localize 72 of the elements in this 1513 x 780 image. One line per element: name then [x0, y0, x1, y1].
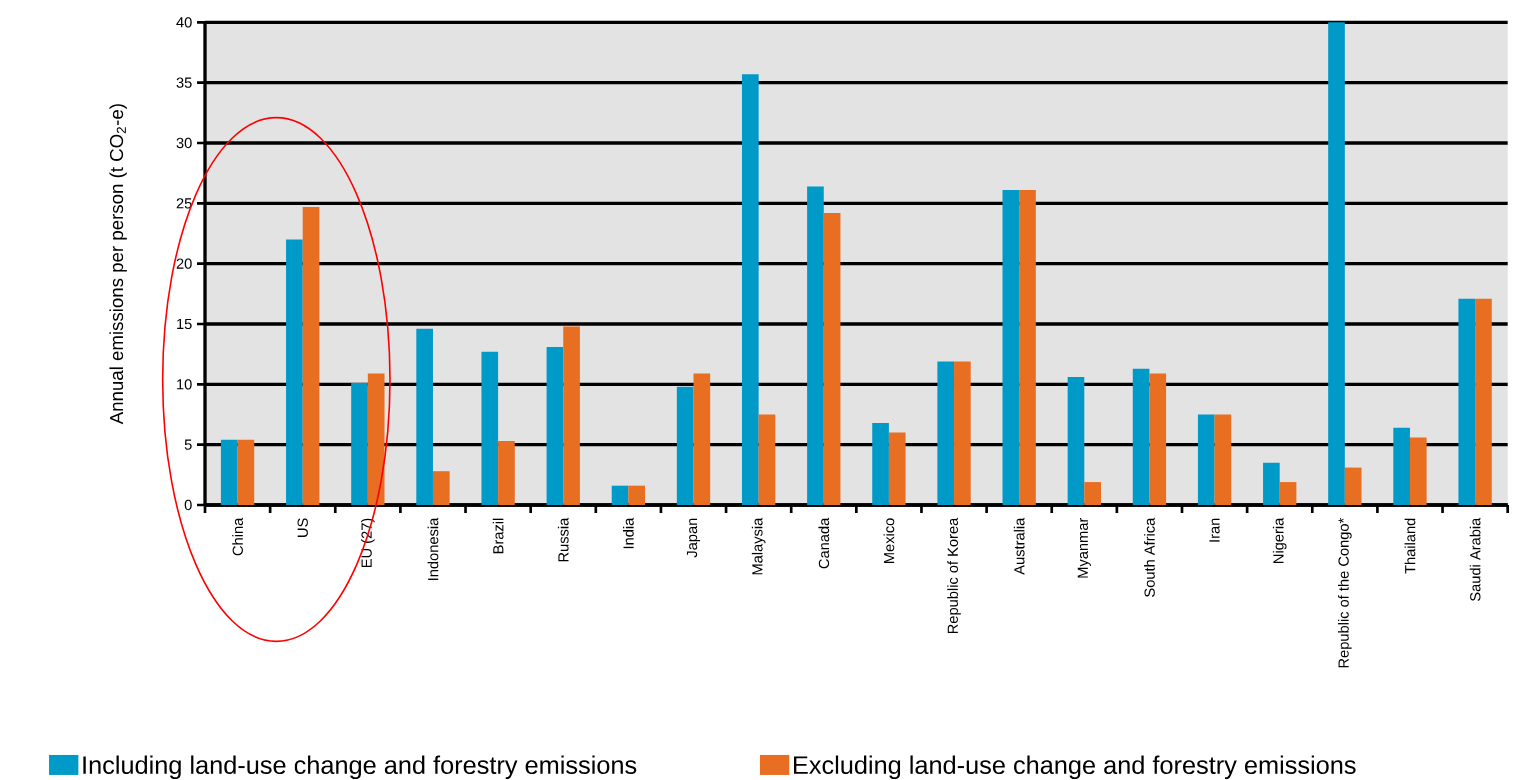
- bar: [1084, 482, 1101, 505]
- bar: [1263, 462, 1280, 505]
- bar: [481, 351, 499, 505]
- bar: [302, 206, 320, 505]
- x-tick-label: US: [297, 518, 308, 537]
- bar: [351, 383, 368, 505]
- x-tick-label: China: [232, 517, 243, 556]
- x-tick-label: Malaysia: [751, 517, 766, 575]
- y-tick-label: 40: [176, 17, 192, 28]
- bar: [563, 326, 580, 505]
- x-tick-label: Saudi Arabia: [1469, 517, 1481, 602]
- bar: [237, 439, 255, 505]
- x-tick-label: Indonesia: [427, 517, 439, 580]
- x-tick-label: Republic of Korea: [947, 517, 961, 634]
- x-tick-label: Japan: [686, 518, 701, 558]
- bar: [888, 432, 906, 505]
- bar: [611, 485, 629, 505]
- bar: [1328, 22, 1345, 505]
- bar: [1197, 414, 1215, 505]
- bar: [1458, 298, 1476, 505]
- bar: [432, 471, 450, 505]
- bar: [693, 373, 711, 505]
- x-tick-label: Australia: [1013, 517, 1025, 575]
- x-tick-label: Mexico: [883, 518, 895, 563]
- bar: [823, 212, 841, 505]
- bar: [220, 439, 238, 505]
- bar: [1344, 467, 1362, 505]
- bar: [1019, 190, 1036, 505]
- bar: [872, 422, 889, 505]
- bar: [1393, 427, 1410, 505]
- bar: [758, 414, 776, 505]
- bar: [498, 441, 515, 505]
- y-tick-label: 0: [184, 499, 192, 511]
- bar: [1067, 377, 1085, 505]
- y-tick-label: 5: [184, 439, 192, 450]
- bar: [416, 328, 433, 505]
- x-tick-label: Republic of the Congo*: [1338, 517, 1352, 668]
- x-tick-label: Iran: [1209, 518, 1220, 542]
- x-tick-label: India: [622, 517, 634, 549]
- bar: [1279, 482, 1297, 505]
- bar: [741, 74, 759, 505]
- y-tick-label: 25: [176, 198, 192, 209]
- bar: [1475, 298, 1492, 505]
- legend-label: Including land-use change and forestry emissions: [83, 755, 637, 780]
- legend-label: Excluding land-use change and forestry emissions: [794, 755, 1356, 780]
- x-tick-label: Brazil: [492, 518, 504, 554]
- x-tick-label: Thailand: [1404, 518, 1416, 574]
- bar: [367, 373, 385, 505]
- x-tick-label: Canada: [818, 517, 830, 569]
- y-axis-title: Annual emissions per person (t CO$_{2}$-e): [109, 104, 127, 425]
- bar: [954, 361, 971, 505]
- bar: [807, 186, 824, 505]
- bar: [676, 386, 694, 505]
- x-tick-label: Russia: [557, 517, 569, 562]
- bar: [1214, 414, 1232, 505]
- bar: [628, 485, 646, 505]
- bar: [1409, 437, 1427, 505]
- y-tick-label: 15: [177, 318, 192, 330]
- y-tick-label: 35: [176, 77, 192, 88]
- bar: [937, 361, 955, 505]
- x-tick-label: EU (27): [361, 518, 375, 568]
- y-tick-label: 10: [177, 379, 192, 390]
- bar: [546, 346, 564, 505]
- bar: [1132, 368, 1150, 505]
- x-tick-label: Myanmar: [1077, 517, 1091, 578]
- y-tick-label: 20: [176, 258, 192, 269]
- bar: [286, 239, 303, 505]
- bar: [1149, 373, 1167, 505]
- x-tick-label: Nigeria: [1272, 517, 1287, 563]
- x-tick-label: South Africa: [1144, 517, 1155, 597]
- bar: [1002, 190, 1020, 505]
- y-tick-label: 30: [176, 137, 192, 149]
